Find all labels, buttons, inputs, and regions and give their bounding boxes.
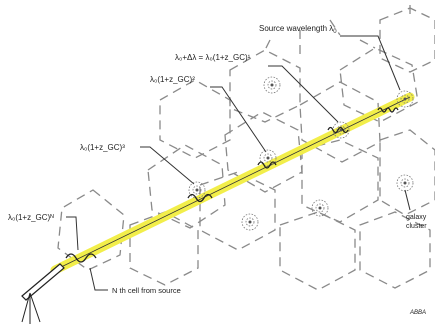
galaxy-cluster-icon — [188, 181, 206, 199]
label-z3: λ₀(1+z_GC)³ — [80, 143, 125, 152]
cell — [279, 211, 356, 291]
cell — [359, 211, 431, 289]
cell-edge — [264, 5, 411, 60]
cell — [57, 189, 125, 271]
wave-packet — [65, 253, 97, 263]
label-source: Source wavelength λ0 — [259, 24, 337, 35]
leader-galaxy — [404, 189, 411, 211]
credit-text: ABBA — [409, 310, 426, 316]
labels: Source wavelength λ0 λ₀+Δλ = λ₀(1+z_GC)¹… — [8, 24, 427, 316]
cell — [159, 79, 231, 159]
wave-packet — [327, 126, 349, 134]
galaxy-cluster-icon — [396, 90, 414, 108]
label-cluster: cluster — [406, 223, 427, 230]
leader-zN — [66, 216, 79, 251]
label-galaxy: galaxy — [406, 214, 427, 221]
cell — [299, 81, 381, 163]
label-nth-cell: N th cell from source — [112, 286, 181, 295]
leader-source — [340, 35, 401, 91]
galaxy-cluster-icon — [263, 76, 281, 94]
wave-packets — [65, 107, 399, 263]
cell — [339, 47, 419, 123]
galaxies — [241, 76, 414, 231]
label-z1: λ₀+Δλ = λ₀(1+z_GC)¹ — [175, 53, 251, 62]
leader-lines — [66, 35, 411, 291]
galaxy-cluster-icon — [241, 213, 259, 231]
galaxy-cluster-icon — [396, 174, 414, 192]
leader-z3 — [140, 146, 195, 185]
leader-z2 — [210, 86, 267, 153]
wave-packet — [257, 161, 277, 169]
leader-nth-cell — [89, 267, 108, 291]
cell — [129, 211, 199, 286]
light-beam — [50, 92, 415, 275]
galaxy-cluster-icon — [311, 199, 329, 217]
cell — [301, 139, 379, 223]
telescope-icon — [21, 263, 65, 324]
label-zN: λ₀(1+z_GC)ᴺ — [8, 213, 54, 222]
cell — [147, 144, 226, 229]
wave-packet — [377, 107, 399, 113]
galaxy-cluster-icon — [259, 149, 277, 167]
label-z2: λ₀(1+z_GC)² — [150, 75, 195, 84]
cell — [379, 129, 435, 216]
leader-z1 — [268, 65, 339, 123]
cell — [199, 171, 276, 251]
wave-packet — [187, 193, 213, 203]
